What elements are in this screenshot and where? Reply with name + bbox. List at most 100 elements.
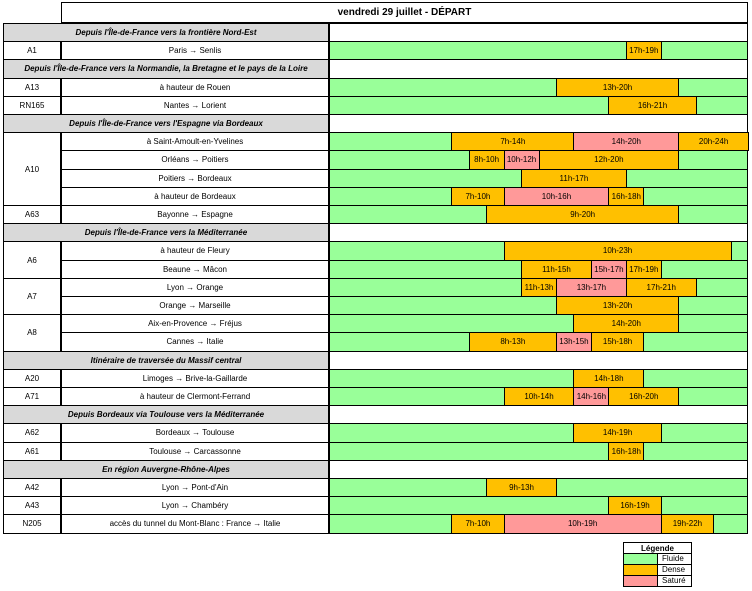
segment-dense: 8h-10h: [468, 150, 505, 170]
segment-dense: 17h-19h: [625, 259, 662, 279]
segment-sature: 13h-17h: [555, 277, 627, 297]
road-code: A61: [3, 441, 61, 461]
segment-dense: 11h-15h: [521, 259, 592, 279]
legend-item-sature: Saturé: [623, 576, 692, 587]
road-code: A8: [3, 314, 61, 352]
segment-dense: 11h-17h: [521, 168, 627, 188]
road-code: A43: [3, 496, 61, 516]
traffic-bar: [329, 441, 748, 461]
route-label: à hauteur de Fleury: [61, 241, 329, 261]
road-code: A10: [3, 132, 61, 206]
segment-dense: 15h-18h: [590, 332, 645, 352]
traffic-bar: [329, 496, 748, 516]
route-label: Paris → Senlis: [61, 41, 329, 61]
segment-dense: 16h-18h: [608, 186, 645, 206]
legend: Légende Fluide Dense Saturé: [623, 542, 692, 587]
segment-dense: 9h-13h: [486, 478, 557, 498]
road-code: N205: [3, 514, 61, 534]
route-label: Orléans → Poitiers: [61, 150, 329, 170]
traffic-bar: [329, 368, 748, 388]
road-code: A1: [3, 41, 61, 61]
segment-dense: 17h-19h: [625, 41, 662, 61]
route-label: accès du tunnel du Mont-Blanc : France →…: [61, 514, 329, 534]
traffic-bar: [329, 423, 748, 443]
legend-item-fluide: Fluide: [623, 554, 692, 565]
route-label: à Saint-Amoult-en-Yvelines: [61, 132, 329, 152]
route-label: Cannes → Italie: [61, 332, 329, 352]
road-code: A20: [3, 368, 61, 388]
segment-sature: 14h-20h: [573, 132, 680, 152]
route-label: Limoges → Brive-la-Gaillarde: [61, 368, 329, 388]
section-header-blank: [329, 114, 748, 134]
road-code: A42: [3, 478, 61, 498]
route-label: Bordeaux → Toulouse: [61, 423, 329, 443]
route-label: à hauteur de Rouen: [61, 77, 329, 97]
section-header: Depuis Bordeaux via Toulouse vers la Méd…: [3, 405, 329, 425]
segment-dense: 13h-20h: [555, 77, 680, 97]
route-label: Aix-en-Provence → Fréjus: [61, 314, 329, 334]
road-code: A63: [3, 205, 61, 225]
segment-dense: 11h-13h: [521, 277, 557, 297]
segment-dense: 10h-23h: [503, 241, 732, 261]
legend-label: Saturé: [662, 576, 686, 585]
road-code: A6: [3, 241, 61, 279]
route-label: Beaune → Mâcon: [61, 259, 329, 279]
route-label: Nantes → Lorient: [61, 95, 329, 115]
segment-dense: 13h-20h: [555, 296, 680, 316]
road-code: A13: [3, 77, 61, 97]
segment-dense: 14h-19h: [573, 423, 662, 443]
segment-dense: 7h-10h: [451, 514, 505, 534]
segment-dense: 17h-21h: [625, 277, 697, 297]
section-header: Itinéraire de traversée du Massif centra…: [3, 350, 329, 370]
legend-swatch-fluide: [624, 554, 658, 564]
route-label: Lyon → Orange: [61, 277, 329, 297]
legend-label: Fluide: [662, 554, 684, 563]
route-label: Bayonne → Espagne: [61, 205, 329, 225]
route-label: Poitiers → Bordeaux: [61, 168, 329, 188]
route-label: Toulouse → Carcassonne: [61, 441, 329, 461]
segment-dense: 19h-22h: [660, 514, 715, 534]
section-header-blank: [329, 459, 748, 479]
section-header: Depuis l'Île-de-France vers la Méditerra…: [3, 223, 329, 243]
section-header-blank: [329, 350, 748, 370]
section-header-blank: [329, 23, 748, 43]
route-label: à hauteur de Clermont-Ferrand: [61, 387, 329, 407]
segment-dense: 14h-20h: [573, 314, 680, 334]
route-label: Lyon → Chambéry: [61, 496, 329, 516]
section-header: Depuis l'Île-de-France vers la Normandie…: [3, 59, 329, 79]
segment-dense: 12h-20h: [538, 150, 680, 170]
section-header: En région Auvergne-Rhône-Alpes: [3, 459, 329, 479]
legend-swatch-dense: [624, 565, 658, 575]
segment-dense: 16h-19h: [608, 496, 662, 516]
segment-sature: 10h-12h: [503, 150, 540, 170]
legend-swatch-sature: [624, 576, 658, 586]
segment-sature: 15h-17h: [590, 259, 627, 279]
section-header: Depuis l'Île-de-France vers la frontière…: [3, 23, 329, 43]
road-code: A7: [3, 277, 61, 316]
segment-dense: 14h-18h: [573, 368, 645, 388]
traffic-bar: [329, 77, 748, 97]
route-label: Lyon → Pont-d'Ain: [61, 478, 329, 498]
segment-dense: 8h-13h: [468, 332, 557, 352]
legend-label: Dense: [662, 565, 686, 574]
section-header-blank: [329, 59, 748, 79]
traffic-bar: [329, 296, 748, 316]
segment-dense: 9h-20h: [486, 205, 680, 225]
page-title: vendredi 29 juillet - DÉPART: [61, 2, 748, 23]
section-header-blank: [329, 405, 748, 425]
road-code: RN165: [3, 95, 61, 115]
legend-title: Légende: [623, 542, 692, 554]
legend-item-dense: Dense: [623, 565, 692, 576]
segment-dense: 16h-21h: [608, 95, 697, 115]
segment-dense: 7h-14h: [451, 132, 575, 152]
segment-dense: 16h-18h: [608, 441, 645, 461]
section-header-blank: [329, 223, 748, 243]
section-header: Depuis l'Île-de-France vers l'Espagne vi…: [3, 114, 329, 134]
road-code: A71: [3, 387, 61, 407]
segment-dense: 10h-14h: [503, 387, 575, 407]
route-label: Orange → Marseille: [61, 296, 329, 316]
route-label: à hauteur de Bordeaux: [61, 186, 329, 206]
segment-dense: 16h-20h: [608, 387, 680, 407]
segment-sature: 10h-19h: [503, 514, 662, 534]
segment-sature: 10h-16h: [503, 186, 610, 206]
